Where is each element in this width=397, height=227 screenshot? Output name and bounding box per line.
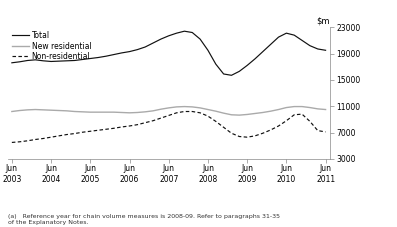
- Legend: Total, New residential, Non-residential: Total, New residential, Non-residential: [12, 31, 91, 61]
- Text: (a)   Reference year for chain volume measures is 2008-09. Refer to paragraphs 3: (a) Reference year for chain volume meas…: [8, 214, 280, 225]
- Text: $m: $m: [316, 17, 330, 26]
